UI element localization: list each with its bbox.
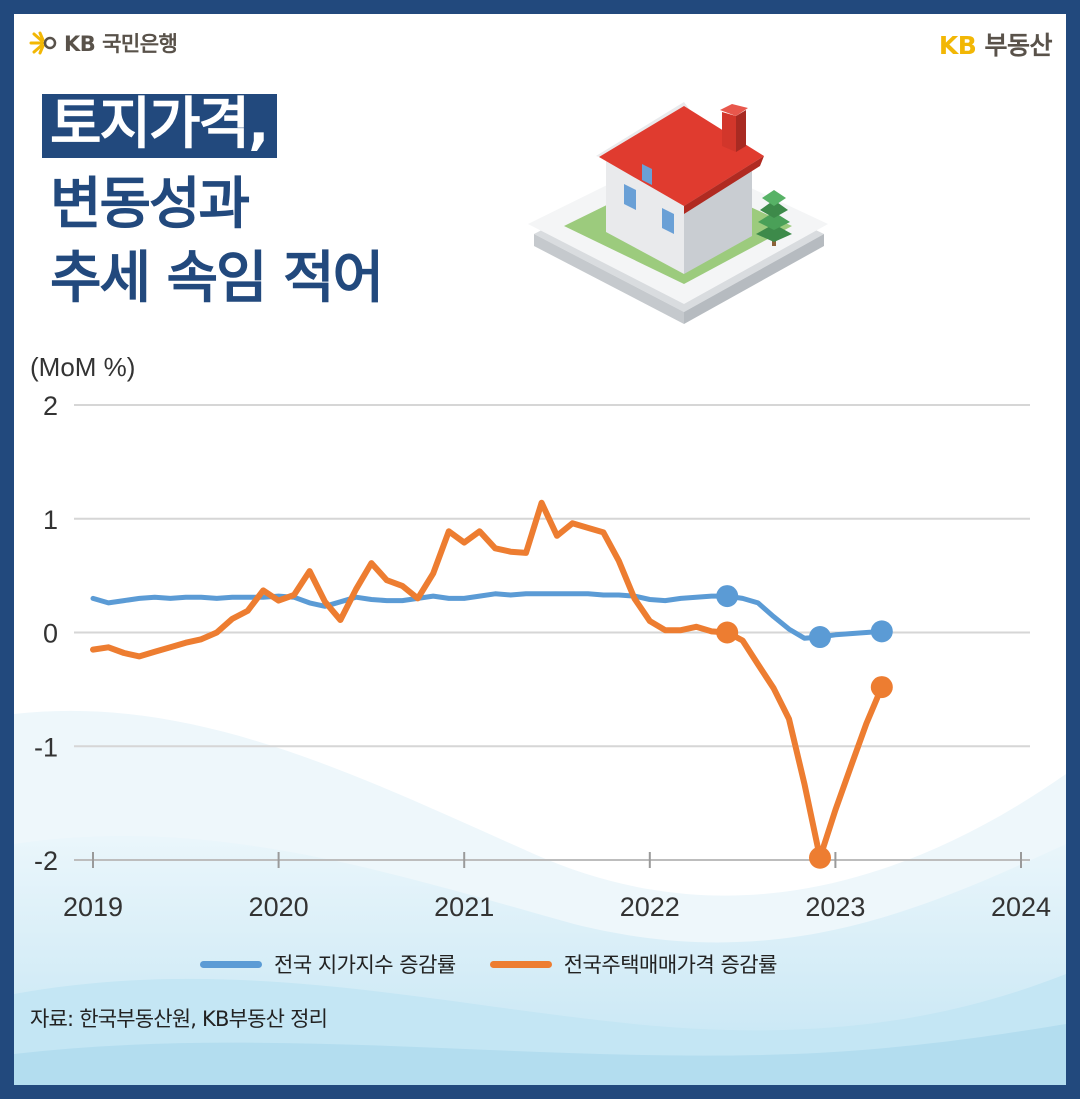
highlight-marker: [808, 846, 831, 869]
line-chart: 2 1 0 -1 -2 2019 2020 2021 2022 2023 2024: [34, 391, 1051, 922]
highlight-marker: [716, 621, 739, 644]
x-tick-label: 2020: [249, 892, 309, 922]
x-tick-label: 2024: [991, 892, 1051, 922]
headline-line-1: 토지가격,: [42, 94, 278, 158]
series-line-land: [90, 591, 885, 641]
highlight-marker: [808, 626, 831, 649]
source-note: 자료: 한국부동산원, KB부동산 정리: [30, 1007, 328, 1031]
y-tick-label: 1: [43, 505, 58, 535]
y-axis-unit-label: (MoM %): [30, 352, 136, 382]
series-line-housing: [90, 499, 885, 861]
legend-label-land: 전국 지가지수 증감률: [274, 953, 456, 977]
legend-label-housing: 전국주택매매가격 증감률: [563, 953, 778, 977]
kb-realestate-logo-text: 부동산: [976, 31, 1052, 60]
house-illustration: [528, 102, 828, 324]
legend-item-housing: 전국주택매매가격 증감률: [489, 949, 778, 979]
highlight-marker: [716, 585, 739, 608]
wave-bottom: [14, 1024, 1066, 1085]
legend-swatch-housing: [489, 960, 552, 968]
kb-kookmin-logo-text: KB 국민은행: [64, 32, 178, 56]
x-tick-label: 2022: [620, 892, 680, 922]
highlight-marker: [870, 676, 893, 699]
y-tick-label: 0: [43, 619, 58, 649]
y-tick-label: -1: [34, 732, 58, 762]
kb-realestate-logo: KB 부동산: [938, 26, 1053, 62]
chart-legend: 전국 지가지수 증감률 전국주택매매가격 증감률: [200, 949, 777, 979]
kb-realestate-logo-kb: KB: [938, 31, 977, 60]
y-tick-label: 2: [43, 391, 58, 421]
headline: 토지가격, 변동성과 추세 속임 적어: [42, 94, 384, 311]
headline-line-3: 추세 속임 적어: [50, 246, 384, 311]
legend-item-land: 전국 지가지수 증감률: [200, 949, 456, 979]
headline-line-2: 변동성과: [50, 172, 250, 237]
background-waves: [14, 710, 1066, 1085]
x-tick-label: 2021: [434, 892, 494, 922]
kb-kookmin-logo: KB 국민은행: [28, 28, 178, 58]
y-tick-label: -2: [34, 846, 58, 876]
legend-swatch-land: [200, 960, 262, 968]
highlight-marker: [870, 620, 893, 643]
kb-star-icon: [29, 31, 57, 55]
infographic-panel: KB 국민은행 KB 부동산 토지가격, 변동성과 추세 속임 적어: [14, 14, 1066, 1085]
x-tick-label: 2019: [63, 892, 123, 922]
x-tick-label: 2023: [805, 892, 865, 922]
